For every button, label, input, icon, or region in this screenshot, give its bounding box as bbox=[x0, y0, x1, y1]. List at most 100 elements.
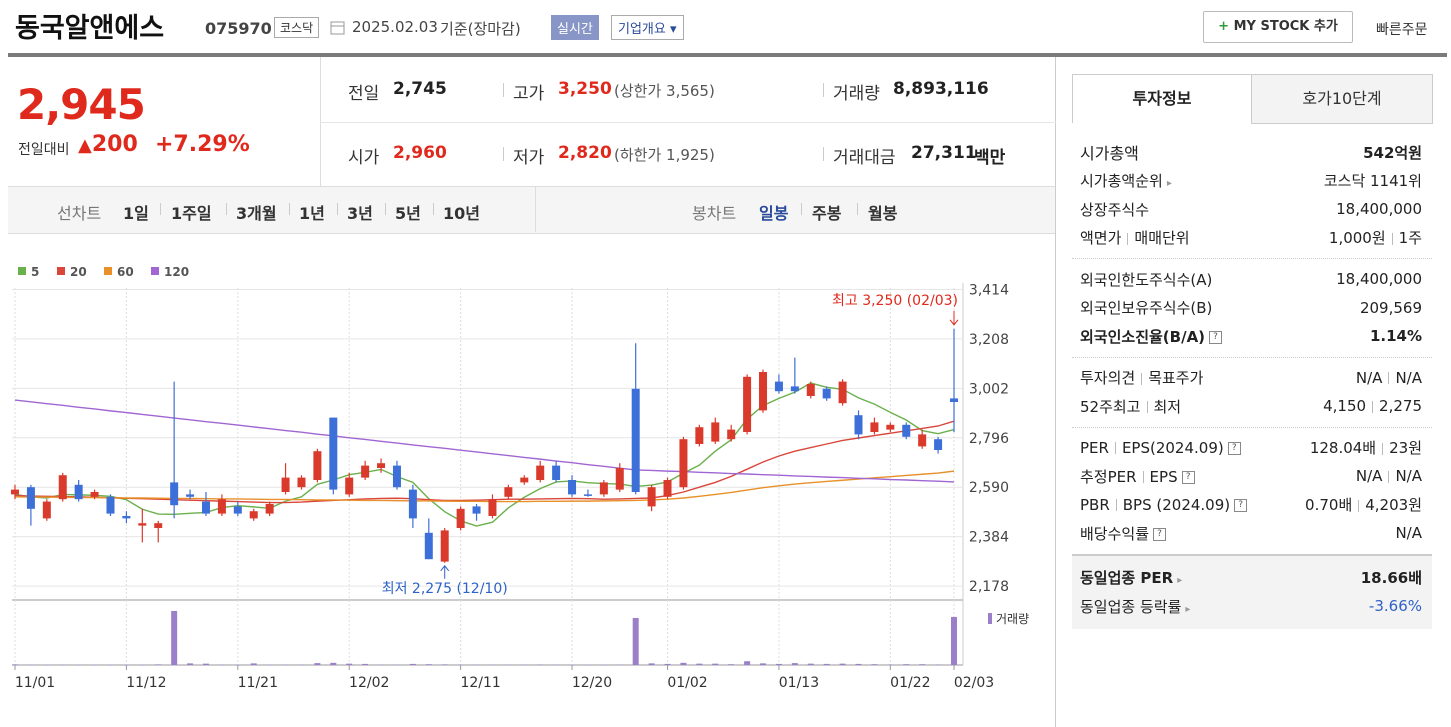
y-tick-label: 2,796 bbox=[969, 431, 1009, 447]
separator bbox=[823, 147, 824, 161]
volume-bar bbox=[553, 664, 560, 666]
info-label: 최저 bbox=[1153, 397, 1182, 416]
ma-line bbox=[14, 470, 955, 503]
volume-bar bbox=[266, 664, 273, 666]
change-rate: +7.29% bbox=[155, 132, 250, 157]
period-button[interactable]: 1년 bbox=[299, 204, 325, 223]
volume-bar bbox=[107, 664, 114, 666]
volume-bar bbox=[75, 664, 82, 666]
candle-body bbox=[26, 487, 35, 509]
volume-bar bbox=[505, 664, 512, 666]
separator bbox=[337, 203, 338, 215]
period-button[interactable]: 주봉 bbox=[812, 204, 842, 223]
info-label: BPS (2024.09) bbox=[1122, 495, 1231, 514]
volume-bar bbox=[298, 664, 305, 666]
candle-body bbox=[599, 482, 608, 495]
info-label: 추정PER bbox=[1080, 467, 1137, 486]
x-tick-label: 11/01 bbox=[15, 675, 55, 691]
quote-value: 8,893,116 bbox=[893, 79, 989, 99]
candle-body bbox=[249, 511, 258, 519]
volume-bar bbox=[425, 664, 432, 665]
candle-body bbox=[11, 489, 19, 495]
tab[interactable]: 호가10단계 bbox=[1251, 74, 1433, 124]
period-button[interactable]: 월봉 bbox=[868, 204, 898, 223]
quote-value: 27,311 bbox=[911, 143, 977, 163]
candle-body bbox=[727, 429, 736, 440]
info-value: 2,275 bbox=[1379, 397, 1422, 416]
annotation-low: 최저 2,275 (12/10) bbox=[382, 581, 508, 597]
volume-bar bbox=[775, 663, 782, 665]
ma-line bbox=[14, 420, 955, 504]
candle-body bbox=[440, 530, 449, 562]
info-row: PER EPS(2024.09)? 128.04배 23원 bbox=[1080, 438, 1422, 458]
volume-bar bbox=[521, 664, 528, 666]
candle-body bbox=[552, 465, 561, 480]
volume-bar bbox=[569, 664, 576, 666]
info-value: 코스닥 1141위 bbox=[1323, 172, 1422, 191]
x-tick-label: 12/11 bbox=[460, 675, 500, 691]
info-value: N/A bbox=[1395, 467, 1422, 486]
overview-button[interactable]: 기업개요 ▾ bbox=[611, 15, 684, 40]
legend-label: 거래량 bbox=[996, 612, 1029, 626]
period-button[interactable]: 3개월 bbox=[236, 204, 277, 223]
volume-bar bbox=[871, 664, 878, 665]
quote-value: 3,250 bbox=[558, 79, 612, 99]
period-button[interactable]: 3년 bbox=[347, 204, 373, 223]
calendar-icon bbox=[330, 21, 345, 35]
period-button[interactable]: 1일 bbox=[123, 204, 149, 223]
info-row: 외국인소진율(B/A)? 1.14% bbox=[1080, 327, 1422, 346]
volume-bar bbox=[43, 664, 50, 666]
candle-body bbox=[90, 492, 99, 497]
mystock-button[interactable]: + MY STOCK 추가 bbox=[1203, 11, 1353, 43]
volume-bar bbox=[330, 662, 337, 665]
period-button[interactable]: 10년 bbox=[443, 204, 480, 223]
period-button[interactable]: 일봉 bbox=[759, 204, 789, 223]
info-label: 배당수익률 bbox=[1080, 524, 1150, 543]
candle-body bbox=[854, 415, 863, 435]
volume-bar bbox=[791, 663, 798, 665]
info-row: 동일업종 PER ▸ 18.66배 bbox=[1080, 569, 1422, 588]
period-button[interactable]: 1주일 bbox=[171, 204, 212, 223]
period-button[interactable]: 5년 bbox=[395, 204, 421, 223]
info-value: 1,000원 bbox=[1328, 229, 1386, 248]
candle-body bbox=[711, 422, 720, 442]
candle-body bbox=[679, 439, 688, 488]
candle-body bbox=[106, 496, 115, 514]
separator bbox=[503, 83, 504, 97]
volume-bar bbox=[139, 664, 146, 666]
x-tick-label: 12/20 bbox=[572, 675, 612, 691]
main-panel bbox=[8, 57, 1056, 727]
candle-body bbox=[631, 388, 640, 492]
volume-bar bbox=[378, 664, 385, 666]
realtime-button[interactable]: 실시간 bbox=[551, 15, 599, 40]
info-section: 외국인한도주식수(A) 18,400,000 외국인보유주식수(B) 209,569… bbox=[1072, 265, 1432, 358]
volume-bar bbox=[234, 664, 241, 666]
divider bbox=[535, 187, 536, 232]
candle-body bbox=[520, 477, 529, 483]
quick-order[interactable]: 빠른주문 bbox=[1376, 22, 1428, 38]
volume-bar bbox=[537, 664, 544, 665]
volume-bar bbox=[282, 664, 289, 666]
quote-label: 거래대금 bbox=[833, 148, 896, 168]
info-label: 목표주가 bbox=[1148, 369, 1204, 388]
volume-bar bbox=[457, 664, 464, 666]
period-bar bbox=[8, 186, 1055, 234]
tab[interactable]: 투자정보 bbox=[1072, 74, 1252, 123]
volume-bar bbox=[696, 663, 703, 665]
volume-bar bbox=[823, 663, 830, 665]
volume-bar bbox=[744, 661, 751, 665]
info-value: 1주 bbox=[1398, 229, 1422, 248]
volume-bar bbox=[123, 664, 130, 666]
candle-body bbox=[743, 376, 752, 432]
volume-bar bbox=[202, 663, 209, 665]
candle-body bbox=[536, 465, 545, 480]
separator bbox=[289, 203, 290, 215]
candle-body bbox=[170, 482, 179, 506]
candle-body bbox=[583, 494, 592, 496]
volume-bar bbox=[91, 664, 98, 666]
y-tick-label: 3,208 bbox=[969, 332, 1009, 348]
mystock-label: MY STOCK 추가 bbox=[1233, 19, 1338, 34]
candle-body bbox=[297, 477, 306, 488]
volume-bar bbox=[59, 664, 66, 666]
volume-bar bbox=[887, 664, 894, 665]
